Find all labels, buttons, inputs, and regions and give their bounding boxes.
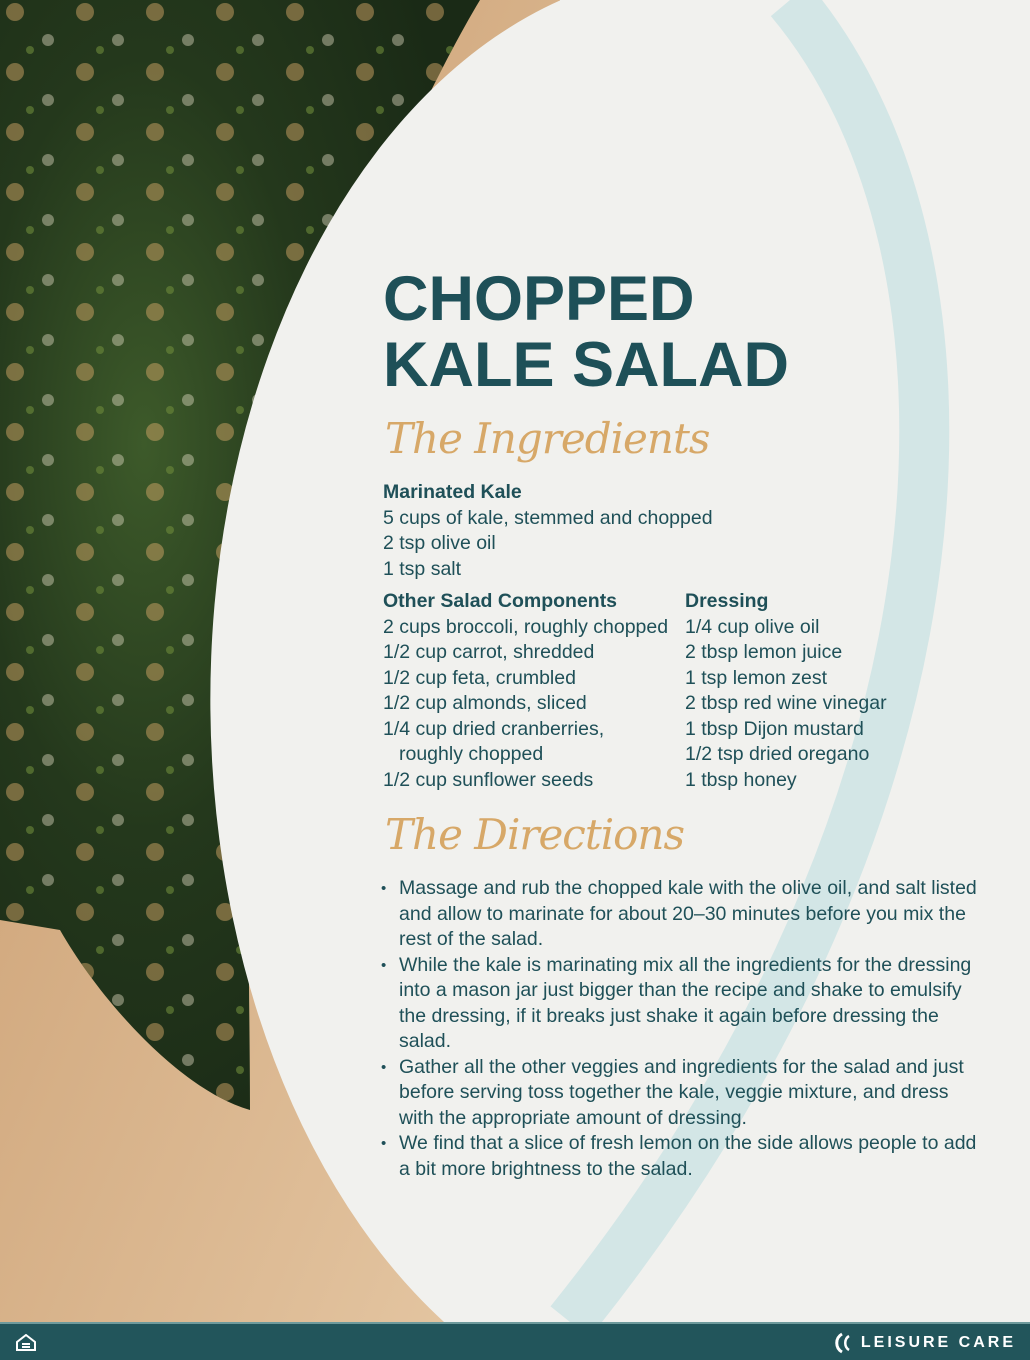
- ingredients-heading: The Ingredients: [385, 414, 710, 463]
- leisure-care-logo: LEISURE CARE: [833, 1332, 1016, 1354]
- dressing-list: Dressing 1/4 cup olive oil 2 tbsp lemon …: [685, 589, 887, 793]
- list-item: 2 cups broccoli, roughly chopped: [383, 615, 669, 638]
- list-item: 2 tbsp red wine vinegar: [685, 692, 887, 714]
- list-item: 1 tbsp honey: [685, 768, 797, 791]
- section-heading: Marinated Kale: [383, 481, 522, 503]
- direction-step: While the kale is marinating mix all the…: [381, 953, 983, 1055]
- list-item: 1 tsp salt: [383, 557, 462, 580]
- list-item: 1 tbsp Dijon mustard: [685, 717, 864, 740]
- list-item: 1/4 cup olive oil: [685, 615, 820, 638]
- brand-name: LEISURE CARE: [860, 1334, 1016, 1351]
- list-item: 2 tsp olive oil: [383, 532, 496, 554]
- list-item: 1/2 cup carrot, shredded: [383, 641, 595, 663]
- title-line-1: CHOPPED: [383, 264, 695, 334]
- section-heading: Other Salad Components: [383, 590, 618, 612]
- list-item: 2 tbsp lemon juice: [685, 641, 843, 663]
- list-item: 1/2 cup almonds, sliced: [383, 692, 587, 714]
- list-item: roughly chopped: [399, 743, 544, 765]
- list-item: 5 cups of kale, stemmed and chopped: [383, 506, 713, 529]
- page-title: CHOPPED KALE SALAD: [383, 266, 789, 398]
- marinated-kale-list: Marinated Kale 5 cups of kale, stemmed a…: [383, 480, 713, 582]
- direction-step: Massage and rub the chopped kale with th…: [381, 876, 983, 953]
- directions-list: Massage and rub the chopped kale with th…: [381, 876, 983, 1182]
- list-item: 1/4 cup dried cranberries,: [383, 717, 605, 740]
- directions-heading: The Directions: [385, 810, 685, 859]
- list-item: 1/2 cup sunflower seeds: [383, 768, 594, 791]
- direction-step: Gather all the other veggies and ingredi…: [381, 1055, 983, 1132]
- list-item: 1 tsp lemon zest: [685, 666, 827, 689]
- direction-step: We find that a slice of fresh lemon on t…: [381, 1131, 983, 1182]
- section-heading: Dressing: [685, 590, 769, 612]
- title-line-2: KALE SALAD: [383, 330, 789, 400]
- list-item: 1/2 cup feta, crumbled: [383, 666, 576, 689]
- other-components-list: Other Salad Components 2 cups broccoli, …: [383, 589, 668, 793]
- list-item: 1/2 tsp dried oregano: [685, 743, 870, 765]
- leisure-care-logo-icon: [835, 1332, 850, 1354]
- footer-bar: LEISURE CARE: [0, 1322, 1030, 1360]
- equal-housing-icon: [15, 1333, 37, 1357]
